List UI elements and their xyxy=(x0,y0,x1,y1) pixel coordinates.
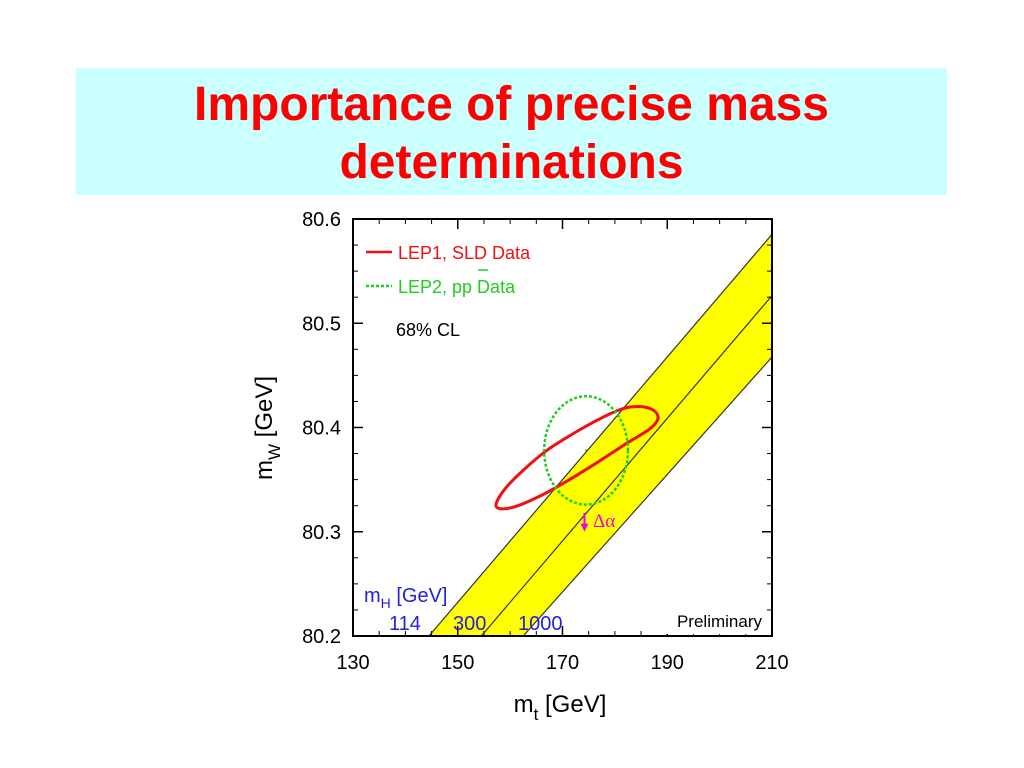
higgs-mass-label: mH [GeV] xyxy=(364,585,448,611)
y-tick-label: 80.3 xyxy=(302,522,341,544)
title-line-1: Importance of precise mass xyxy=(194,78,829,131)
higgs-value-label-114: 114 xyxy=(389,613,421,635)
legend-lep1-label: LEP1, SLD Data xyxy=(398,243,531,263)
lep2-center-point xyxy=(584,449,588,452)
x-tick-label: 130 xyxy=(336,652,369,674)
y-tick-label: 80.5 xyxy=(302,313,341,335)
x-tick-label: 190 xyxy=(651,652,684,674)
x-tick-label: 170 xyxy=(546,652,579,674)
title-banner: Importance of precise mass determination… xyxy=(76,68,947,195)
lep1-sld-ellipse xyxy=(494,405,660,511)
preliminary-label: Preliminary xyxy=(677,612,763,631)
preliminary-bg xyxy=(648,609,766,634)
legend-lep2-label: LEP2, pp Data xyxy=(398,277,516,297)
delta-alpha-arrow-head xyxy=(580,523,589,532)
higgs-line-300 xyxy=(480,294,772,636)
y-tick-label: 80.2 xyxy=(302,626,341,648)
y-axis-title: mW [GeV] xyxy=(251,376,284,480)
x-axis-title: mt [GeV] xyxy=(514,691,607,724)
higgs-value-label-1000: 1000 xyxy=(518,613,563,635)
higgs-value-label-300: 300 xyxy=(453,613,486,635)
higgs-line-1000 xyxy=(522,356,772,636)
y-tick-label: 80.4 xyxy=(302,418,341,440)
delta-alpha-label: Δα xyxy=(593,511,615,532)
cl-label: 68% CL xyxy=(396,320,460,340)
x-tick-label: 210 xyxy=(755,652,788,674)
lep2-ppbar-ellipse xyxy=(542,394,630,506)
higgs-line-114 xyxy=(428,233,772,636)
y-tick-label: 80.6 xyxy=(302,209,341,231)
title-line-2: determinations xyxy=(339,136,684,189)
x-tick-label: 150 xyxy=(441,652,474,674)
slide-title: Importance of precise mass determination… xyxy=(76,76,947,192)
